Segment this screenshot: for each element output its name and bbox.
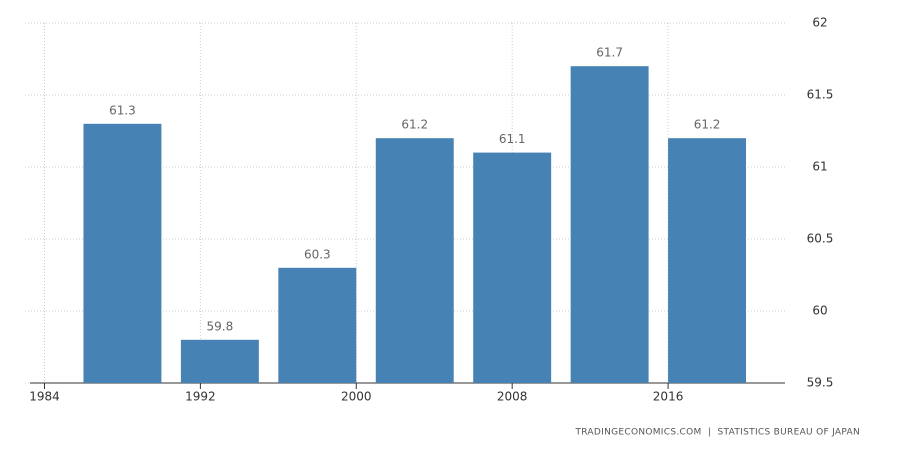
data-label: 61.7 <box>596 46 623 60</box>
y-tick-label: 60.5 <box>807 232 834 246</box>
y-tick-label: 62 <box>812 16 827 30</box>
x-tick-label: 1984 <box>29 390 60 404</box>
x-tick-label: 2008 <box>497 390 528 404</box>
data-label: 59.8 <box>207 319 234 333</box>
data-label: 61.3 <box>109 103 136 117</box>
bar <box>668 138 747 383</box>
y-tick-label: 60 <box>812 304 827 318</box>
data-label: 61.1 <box>499 132 526 146</box>
data-label: 60.3 <box>304 247 331 261</box>
bar <box>570 66 649 383</box>
bar <box>83 123 162 384</box>
data-label: 61.2 <box>694 118 721 132</box>
source: TRADINGECONOMICS.COM | STATISTICS BUREAU… <box>574 428 860 438</box>
x-tick-label: 1992 <box>185 390 216 404</box>
x-tick-label: 2000 <box>341 390 372 404</box>
bar <box>278 267 357 383</box>
bar <box>473 152 552 383</box>
data-label: 61.2 <box>401 118 428 132</box>
x-tick-label: 2016 <box>653 390 684 404</box>
bar <box>180 339 259 383</box>
y-tick-label: 61.5 <box>807 88 834 102</box>
y-tick-label: 61 <box>812 160 827 174</box>
bar <box>375 138 454 383</box>
y-tick-label: 59.5 <box>807 376 834 390</box>
